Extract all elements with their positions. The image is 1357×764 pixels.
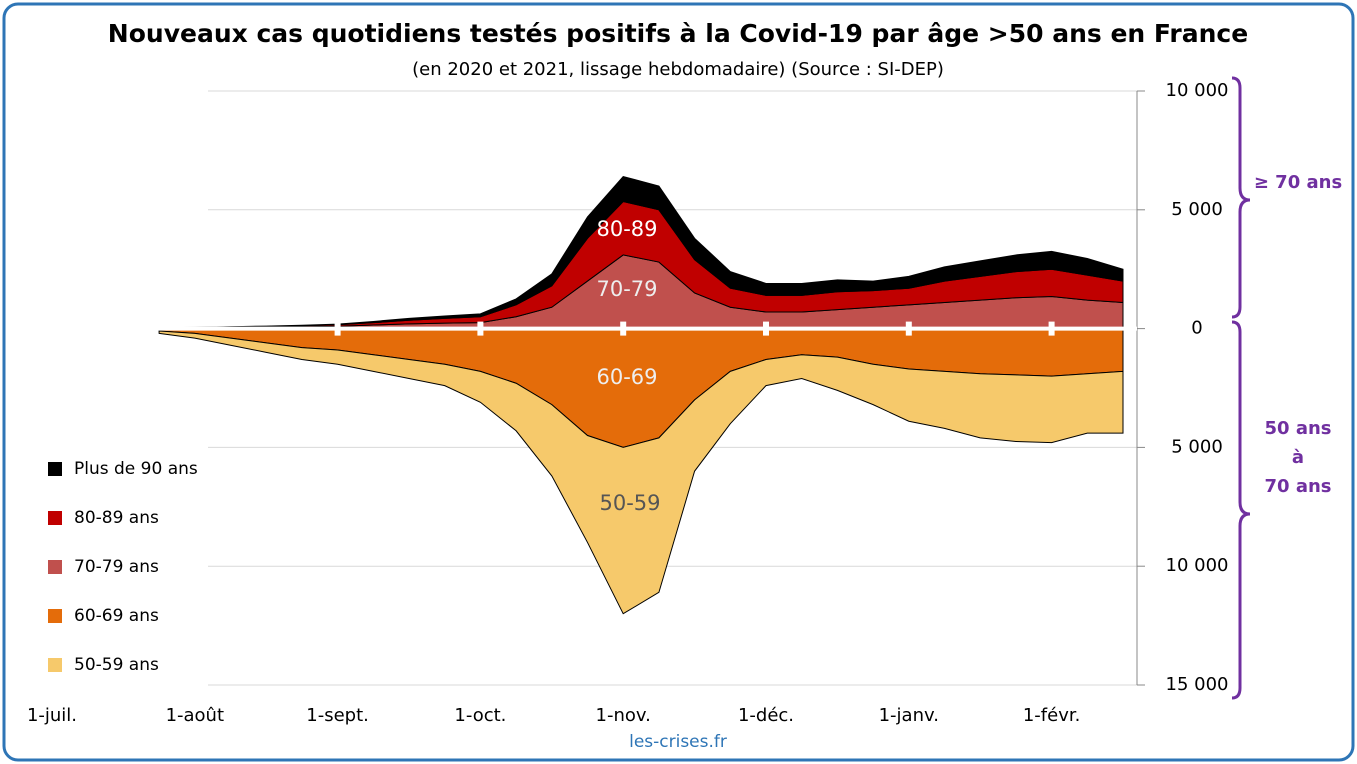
x-tick-label: 1-août <box>166 705 224 726</box>
zero-tick <box>905 321 912 336</box>
legend-swatch <box>48 511 62 525</box>
area-label: 60-69 <box>596 365 657 389</box>
y-tick-label: 5 000 <box>1171 199 1223 220</box>
brace-label: ≥ 70 ans <box>1254 172 1342 193</box>
y-tick-label: 15 000 <box>1166 674 1229 695</box>
zero-tick <box>763 321 769 336</box>
legend-swatch <box>48 462 62 476</box>
area-label: 70-79 <box>596 277 657 301</box>
legend-label: 80-89 ans <box>74 508 159 528</box>
x-tick-label: 1-nov. <box>596 705 651 726</box>
brace-label: à <box>1292 447 1304 468</box>
brace-label: 50 ans <box>1265 418 1332 439</box>
x-tick-label: 1-juil. <box>27 705 77 726</box>
zero-tick <box>334 321 341 336</box>
legend-swatch <box>48 609 62 623</box>
x-tick-label: 1-déc. <box>738 705 794 726</box>
brace-upper <box>1231 76 1251 319</box>
zero-tick <box>477 321 484 336</box>
legend-label: Plus de 90 ans <box>74 459 198 479</box>
legend-label: 50-59 ans <box>74 655 159 675</box>
x-tick-label: 1-sept. <box>306 705 369 726</box>
y-tick-label: 5 000 <box>1171 436 1223 457</box>
x-tick-label: 1-janv. <box>879 705 939 726</box>
brace-lower <box>1231 320 1251 700</box>
chart-subtitle: (en 2020 et 2021, lissage hebdomadaire) … <box>412 59 944 80</box>
legend-label: 70-79 ans <box>74 557 159 577</box>
area-label: 50-59 <box>599 491 660 515</box>
legend-swatch <box>48 658 62 672</box>
footer: les-crises.fr <box>629 732 727 752</box>
legend-label: 60-69 ans <box>74 606 159 626</box>
y-tick-label: 10 000 <box>1166 555 1229 576</box>
zero-tick <box>620 321 627 336</box>
y-tick-label: 0 <box>1191 318 1202 339</box>
chart-title: Nouveaux cas quotidiens testés positifs … <box>108 19 1248 48</box>
legend-swatch <box>48 560 62 574</box>
area-label: 80-89 <box>596 217 657 241</box>
zero-tick <box>1048 321 1055 336</box>
y-tick-label: 10 000 <box>1166 80 1229 101</box>
x-tick-label: 1-févr. <box>1023 705 1080 726</box>
x-tick-label: 1-oct. <box>454 705 506 726</box>
brace-label: 70 ans <box>1265 476 1332 497</box>
area <box>158 175 1124 329</box>
area <box>158 330 1124 615</box>
